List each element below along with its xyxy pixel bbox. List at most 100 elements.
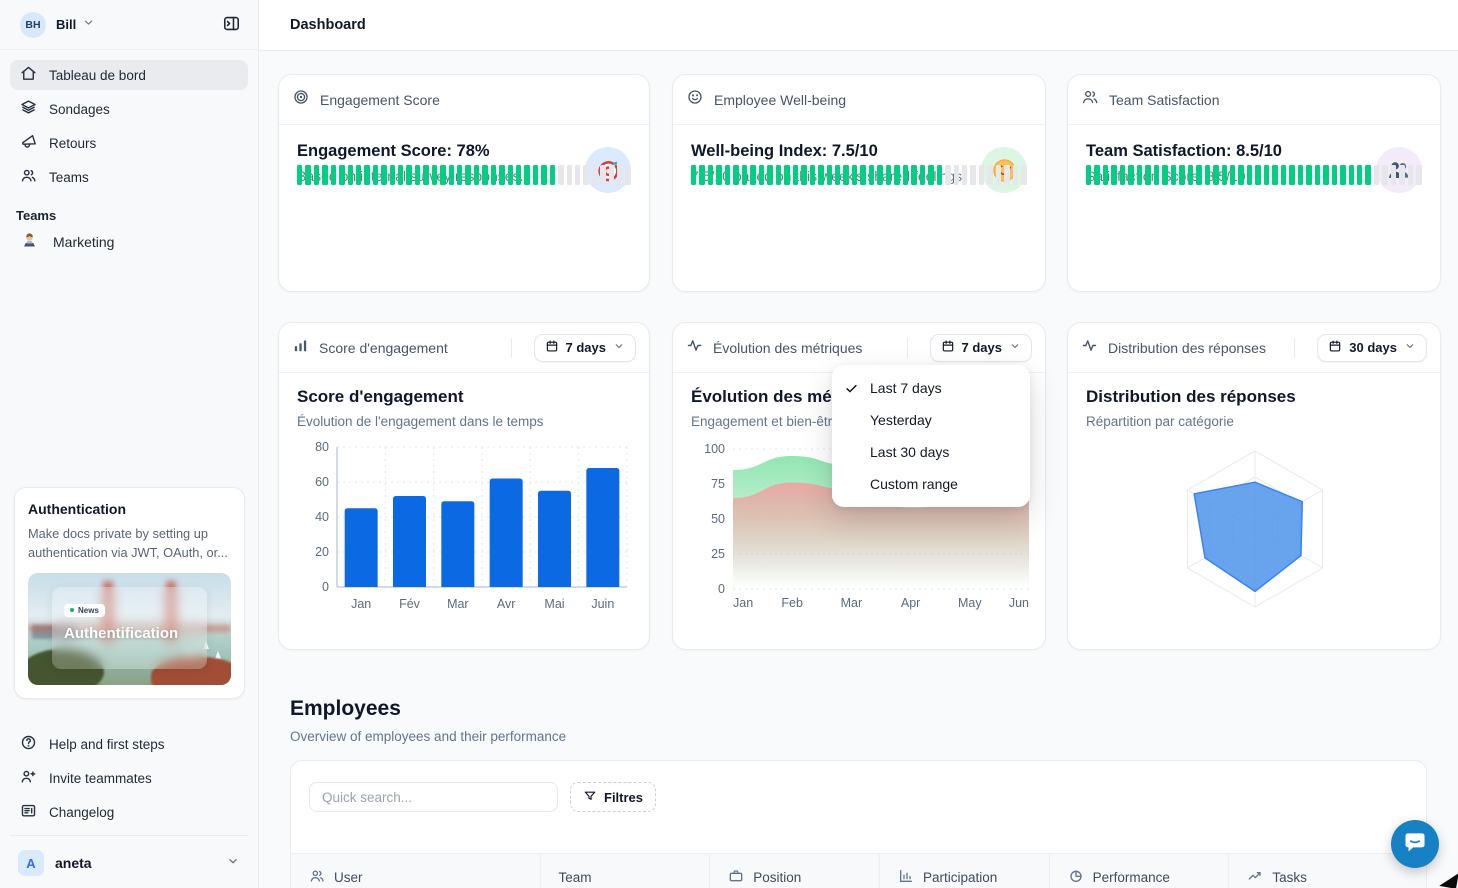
dropdown-option[interactable]: Last 7 days: [832, 372, 1030, 404]
dropdown-option-label: Last 7 days: [870, 380, 942, 396]
progress-segment: [608, 165, 615, 185]
progress-segment: [1246, 165, 1253, 185]
chevron-down-icon[interactable]: [82, 16, 95, 34]
divider: [510, 337, 512, 358]
progress-segment: [617, 165, 623, 185]
layers-icon: [20, 99, 37, 119]
dropdown-option[interactable]: Last 30 days: [832, 436, 1030, 468]
chevron-down-icon: [226, 854, 240, 873]
progress-segment: [1179, 165, 1185, 185]
progress-segment: [936, 165, 943, 185]
user-name[interactable]: Bill: [56, 17, 77, 32]
sidebar-item-feedback[interactable]: Retours: [10, 128, 248, 158]
sidebar-item-teams[interactable]: Teams: [10, 162, 248, 192]
progress-segment: [313, 165, 320, 185]
column-header-tasks: Tasks: [1229, 854, 1426, 888]
date-range-button[interactable]: 7 days: [929, 333, 1032, 362]
sidebar-team-marketing[interactable]: Marketing: [0, 227, 258, 257]
users-icon: [1081, 88, 1099, 111]
column-header-team: Team: [541, 854, 711, 888]
progress-segment: [532, 165, 539, 185]
dropdown-option[interactable]: Yesterday: [832, 404, 1030, 436]
sidebar-item-dashboard[interactable]: Tableau de bord: [10, 60, 248, 90]
stat-title: Team Satisfaction: 8.5/10: [1086, 142, 1282, 160]
funnel-icon: [583, 789, 597, 806]
progress-segment: [473, 165, 480, 185]
sidebar-item-label: Invite teammates: [49, 770, 152, 786]
progress-segment: [515, 165, 522, 185]
progress-segment: [398, 165, 404, 185]
promo-description: Make docs private by setting up authenti…: [28, 526, 228, 561]
search-input[interactable]: [309, 782, 558, 812]
svg-text:Jun: Jun: [1009, 596, 1029, 610]
sidebar-user-row: BH Bill: [0, 0, 258, 50]
progress-segment: [1111, 165, 1117, 185]
team-label: Marketing: [53, 234, 115, 250]
chart-subtitle: Répartition par catégorie: [1086, 414, 1234, 429]
progress-segment: [801, 165, 807, 185]
progress-segment: [364, 165, 370, 185]
progress-segment: [1323, 165, 1329, 185]
chart-subtitle: Engagement et bien-être: [691, 414, 840, 429]
sidebar-item-invite[interactable]: Invite teammates: [10, 763, 248, 793]
users-icon: [20, 167, 37, 187]
progress-segment: [1289, 165, 1295, 185]
card-header-label: Distribution des réponses: [1108, 339, 1266, 356]
svg-text:Jan: Jan: [733, 596, 753, 610]
sidebar: BH Bill Tableau de bord Sondages: [0, 0, 259, 888]
progress-segment: [767, 165, 773, 185]
briefcase-icon: [728, 868, 744, 887]
progress-segment: [1004, 165, 1010, 185]
filters-button[interactable]: Filtres: [570, 782, 657, 812]
progress-segment: [1407, 165, 1414, 185]
chart-card-engagement-score: Score d'engagement 7 days Score d'engage…: [278, 322, 650, 650]
svg-text:0: 0: [322, 580, 329, 594]
progress-segment: [1136, 165, 1143, 185]
panel-collapse-icon: [222, 14, 241, 36]
progress-segment: [322, 165, 328, 185]
progress-segment: [775, 165, 782, 185]
page-title: Dashboard: [290, 17, 366, 33]
radar-chart: [1186, 450, 1324, 608]
progress-segment: [716, 165, 722, 185]
stat-title: Well-being Index: 7.5/10: [691, 142, 878, 160]
megaphone-icon: [20, 133, 37, 153]
date-range-button[interactable]: 30 days: [1317, 333, 1427, 362]
chat-launcher-button[interactable]: [1391, 820, 1439, 868]
progress-segment: [1382, 165, 1388, 185]
card-header-label: Évolution des métriques: [713, 339, 863, 356]
progress-segment: [1238, 165, 1244, 185]
stat-card-engagement: Engagement Score Engagement Score: 78% B…: [278, 74, 650, 292]
progress-segment: [733, 165, 739, 185]
svg-text:Fév: Fév: [399, 597, 421, 611]
progress-segment: [583, 165, 589, 185]
progress-segment: [1416, 165, 1422, 185]
progress-segment: [1102, 165, 1109, 185]
dropdown-option[interactable]: Custom range: [832, 468, 1030, 500]
workspace-switcher[interactable]: A aneta: [10, 844, 248, 882]
chart-title: Score d'engagement: [297, 387, 464, 406]
progress-segment: [297, 165, 303, 185]
promo-overlay-card: News Authentification: [52, 587, 207, 670]
progress-segment: [1204, 165, 1211, 185]
progress-segment: [928, 165, 934, 185]
svg-text:Mai: Mai: [544, 597, 564, 611]
progress-segment: [1170, 165, 1177, 185]
sidebar-item-changelog[interactable]: Changelog: [10, 797, 248, 827]
sidebar-collapse-button[interactable]: [218, 12, 244, 38]
pie-chart-icon: [1068, 868, 1084, 887]
sidebar-item-surveys[interactable]: Sondages: [10, 94, 248, 124]
date-range-button[interactable]: 7 days: [533, 333, 636, 362]
chat-bubble-icon: [1402, 829, 1428, 860]
promo-card-authentication[interactable]: Authentication Make docs private by sett…: [14, 487, 245, 700]
user-avatar[interactable]: BH: [20, 11, 46, 38]
sidebar-item-help[interactable]: Help and first steps: [10, 729, 248, 759]
sidebar-footer: Help and first steps Invite teammates Ch…: [0, 721, 258, 888]
svg-text:Mar: Mar: [841, 596, 863, 610]
progress-segment: [541, 165, 547, 185]
progress-segment: [699, 165, 705, 185]
progress-segment: [1280, 165, 1287, 185]
stat-title: Engagement Score: 78%: [297, 142, 490, 160]
progress-bar-satisfaction: [1086, 165, 1422, 185]
progress-segment: [1306, 165, 1312, 185]
